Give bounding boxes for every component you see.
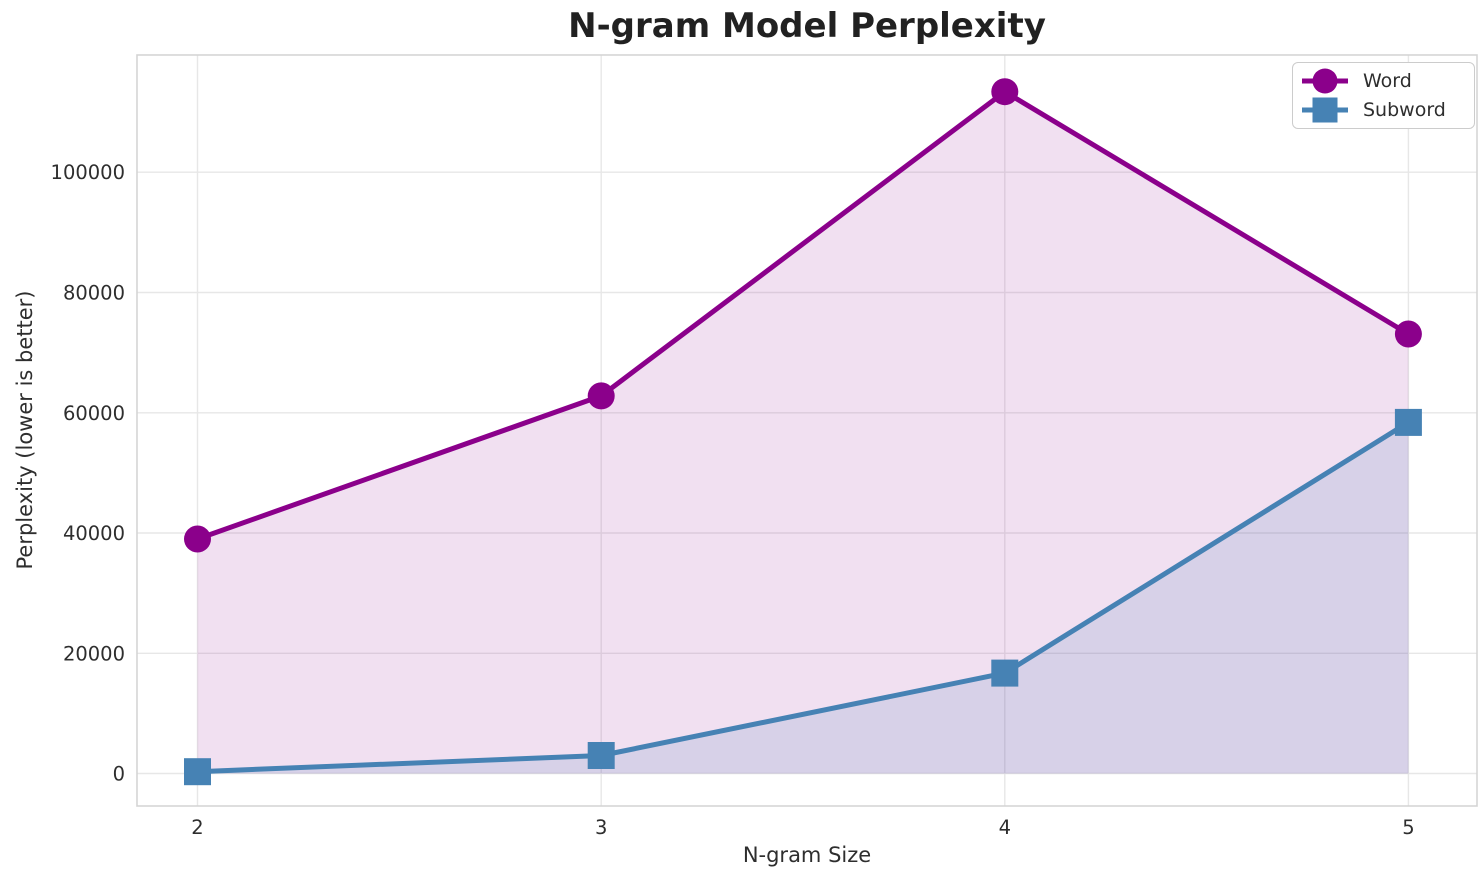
y-axis-label: Perplexity (lower is better) — [13, 290, 37, 570]
x-tick-label: 4 — [999, 816, 1011, 839]
y-tick-label: 20000 — [63, 642, 125, 665]
subword-area-fill — [197, 422, 1409, 774]
legend-marker-word — [1302, 68, 1348, 94]
legend-label: Subword — [1363, 99, 1446, 122]
x-tick-label: 5 — [1402, 816, 1414, 839]
y-tick-label: 0 — [113, 763, 125, 786]
subword-line — [195, 419, 1411, 775]
word-data-point — [1394, 320, 1422, 348]
x-axis-label: N-gram Size — [742, 843, 872, 867]
x-tick-label: 2 — [191, 816, 203, 839]
plot-border — [136, 54, 1478, 807]
chart-title: N-gram Model Perplexity — [568, 6, 1046, 46]
legend-marker-subword — [1302, 97, 1348, 123]
y-tick-label: 40000 — [63, 522, 125, 545]
legend-label: Word — [1363, 69, 1412, 92]
legend: Word Subword — [1292, 62, 1475, 129]
y-tick-label: 80000 — [63, 282, 125, 305]
y-tick-label: 60000 — [63, 402, 125, 425]
subword-data-point — [587, 742, 615, 769]
x-tick-label: 3 — [595, 816, 607, 839]
y-tick-label: 100000 — [51, 161, 125, 184]
subword-data-point — [184, 758, 211, 786]
legend-item-subword: Subword — [1299, 96, 1468, 126]
word-line — [195, 89, 1411, 542]
word-area-fill — [197, 91, 1409, 774]
word-data-point — [587, 382, 615, 410]
subword-data-point — [991, 659, 1019, 687]
subword-data-point — [1394, 408, 1422, 436]
word-data-point — [991, 78, 1019, 106]
word-data-point — [184, 525, 211, 553]
legend-item-word: Word — [1299, 66, 1468, 96]
